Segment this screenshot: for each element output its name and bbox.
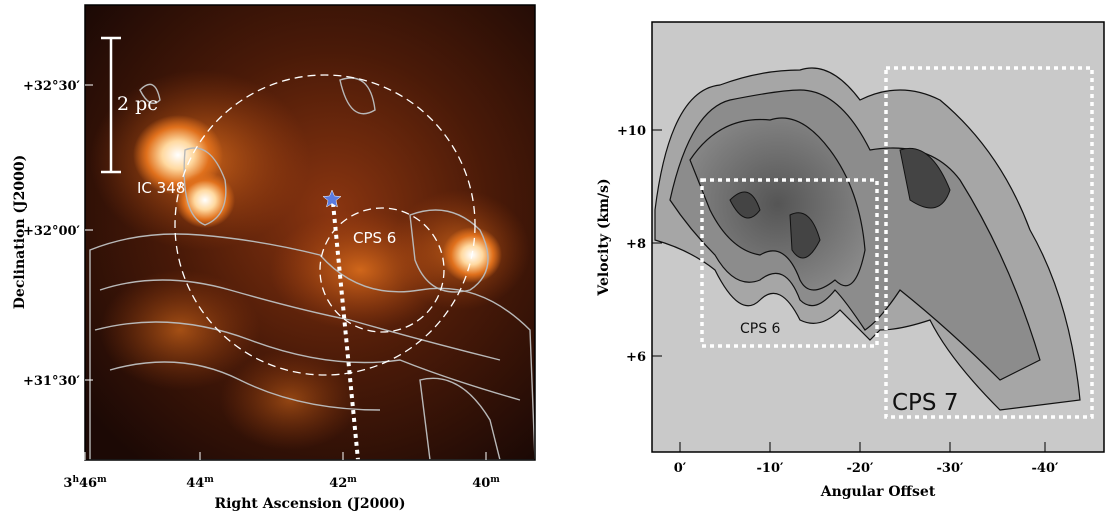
tick-part: m (97, 475, 107, 485)
tick-part: 40 (472, 476, 490, 491)
annotation: IC 348 (137, 179, 185, 197)
tick-part: m (204, 475, 214, 485)
y-axis-label: Velocity (km/s) (596, 178, 612, 296)
y-tick-label: +10 (617, 124, 646, 139)
tick-part: h (72, 475, 79, 485)
x-tick-label: 40m (472, 475, 500, 491)
y-axis-label: Declination (J2000) (12, 155, 28, 309)
y-tick-label: +32°30′ (23, 79, 81, 94)
box-label: CPS 7 (892, 390, 958, 416)
x-tick-label: 42m (329, 475, 357, 491)
right-frame (651, 21, 1105, 453)
left-frame (84, 4, 536, 461)
tick-part: m (347, 475, 357, 485)
x-tick-label: -30′ (937, 461, 964, 476)
x-tick-label: 44m (186, 475, 214, 491)
y-tick-label: +6 (626, 350, 646, 365)
box-label: CPS 6 (740, 321, 781, 337)
tick-part: 44 (186, 476, 204, 491)
x-tick-label: 0′ (674, 461, 687, 476)
y-tick-label: +31°30′ (23, 374, 81, 389)
x-tick-label: -20′ (847, 461, 874, 476)
tick-part: 42 (329, 476, 347, 491)
y-tick-label: +32°00′ (23, 224, 81, 239)
scale-bar-label: 2 pc (117, 93, 158, 115)
y-tick-label: +8 (626, 237, 646, 252)
x-tick-label: 3h46m (63, 475, 107, 491)
x-tick-label: -10′ (757, 461, 784, 476)
annotation: CPS 6 (353, 229, 396, 247)
pv-diagram (652, 22, 1104, 452)
x-axis-label: Right Ascension (J2000) (214, 496, 405, 512)
sky-image (85, 5, 535, 460)
tick-part: 3 (63, 476, 72, 491)
tick-part: 46 (79, 476, 97, 491)
tick-part: m (490, 475, 500, 485)
x-tick-label: -40′ (1032, 461, 1059, 476)
x-axis-label: Angular Offset (820, 484, 936, 500)
